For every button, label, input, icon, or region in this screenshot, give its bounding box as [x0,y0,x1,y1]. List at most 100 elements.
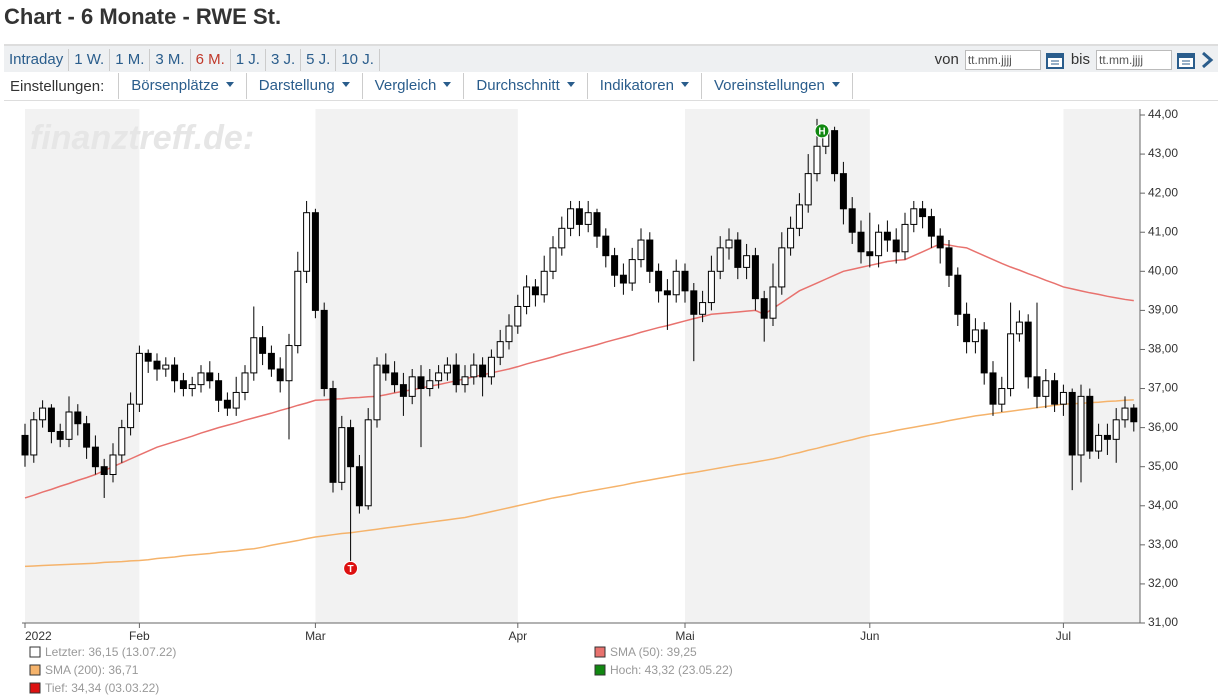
candle-body [311,212,319,311]
candle-body [593,212,601,237]
legend-swatch [29,682,41,694]
candle-body [100,466,108,476]
month-shading [1063,109,1140,623]
candle-body [443,364,451,374]
period-button[interactable]: 3 J. [266,48,302,71]
candle-body [47,407,55,433]
candle-body [373,364,381,421]
menu-dropdown[interactable]: Vergleich [361,73,464,99]
legend-swatch [594,646,606,658]
candle-body [30,419,38,456]
y-tick-label: 33,00 [1148,537,1178,551]
legend-swatch [594,664,606,676]
x-tick-label: Jun [860,629,879,643]
period-button[interactable]: 1 M. [110,48,151,71]
candle-body [1015,321,1023,335]
menu-dropdown[interactable]: Darstellung [245,73,362,99]
period-button[interactable]: 3 M. [150,48,191,71]
chart: finanztreff.de: 31,00 32,00 33,00 34,00 35,00… [21,107,1178,695]
y-tick-label: 37,00 [1148,381,1178,395]
candle-body [734,239,742,268]
candle-body [223,399,231,409]
candle-body [936,235,944,249]
month-shading [685,109,870,623]
candle-body [470,364,478,378]
menu-dropdown[interactable]: Börsenplätze [118,73,246,99]
candle-body [461,376,469,386]
from-input[interactable]: tt.mm.jjjj [964,49,1041,70]
candle-body [954,274,962,315]
candle-body [699,302,707,315]
candle-body [1130,407,1138,423]
candle-body [945,247,953,276]
page-title: Chart - 6 Monate - RWE St. [4,4,282,29]
y-tick-label: 38,00 [1148,342,1178,356]
extreme-marker-label: H [818,127,825,138]
candle-body [1033,376,1041,397]
menu-dropdown[interactable]: Durchschnitt [463,73,586,99]
candle-body [329,388,337,483]
candle-body [778,247,786,288]
candle-body [338,427,346,483]
candle-body [65,411,73,440]
candle-body [883,231,891,241]
period-button[interactable]: 6 M. [191,48,231,71]
candle-body [743,255,751,268]
from-label: von [934,51,959,68]
menu-dropdown[interactable]: Voreinstellungen [700,73,852,99]
to-label: bis [1070,51,1090,68]
candle-body [628,259,636,284]
candle-body [303,212,311,272]
candle-body [963,313,971,343]
extreme-marker [814,123,830,139]
candle-body [171,364,179,382]
candle-body [540,270,548,296]
candle-body [408,376,416,397]
candle-body [505,325,513,343]
candle-body [435,372,443,382]
candle-body [804,173,812,206]
period-button[interactable]: 5 J. [301,48,337,71]
candle-body [998,388,1006,405]
legend-swatch [29,646,41,658]
candle-body [575,208,583,225]
calendar-icon[interactable] [1045,50,1065,70]
candle-body [285,345,293,382]
legend-label: SMA (200): 36,71 [45,663,139,677]
period-list: Intraday 1 W. 1 M. 3 M. 6 M. 1 J. 3 J. 5 J. 10 J… [4,48,380,71]
candle-body [611,255,619,276]
candle-body [391,372,399,386]
candle-body [259,337,267,354]
candle-body [831,130,839,175]
legend-label: Tief: 34,34 (03.03.22) [45,681,159,695]
period-button[interactable]: 1 J. [231,48,266,71]
candle-body [655,270,663,292]
candle-body [399,384,407,397]
menu-dropdown[interactable]: Indikatoren [586,73,701,99]
candle-body [813,145,821,175]
candle-body [382,364,390,374]
period-button[interactable]: 1 W. [69,48,111,71]
candle-body [347,427,355,468]
candle-body [426,380,434,390]
period-button[interactable]: Intraday [4,48,70,71]
extreme-marker [343,560,359,576]
candle-body [1121,407,1129,421]
candle-body [267,352,275,370]
candle-body [1007,333,1015,390]
candle-body [839,173,847,210]
watermark: finanztreff.de: [30,119,254,157]
candle-body [919,208,927,218]
candle-body [206,372,214,382]
calendar-icon[interactable] [1176,50,1196,70]
candle-body [109,454,117,476]
candle-body [857,231,865,253]
candle-body [514,305,522,327]
x-tick-label: Mar [305,629,326,643]
period-button[interactable]: 10 J. [336,48,380,71]
to-input[interactable]: tt.mm.jjjj [1096,49,1172,70]
candle-body [989,372,997,405]
go-arrow[interactable] [1196,50,1218,70]
candle-body [769,286,777,319]
